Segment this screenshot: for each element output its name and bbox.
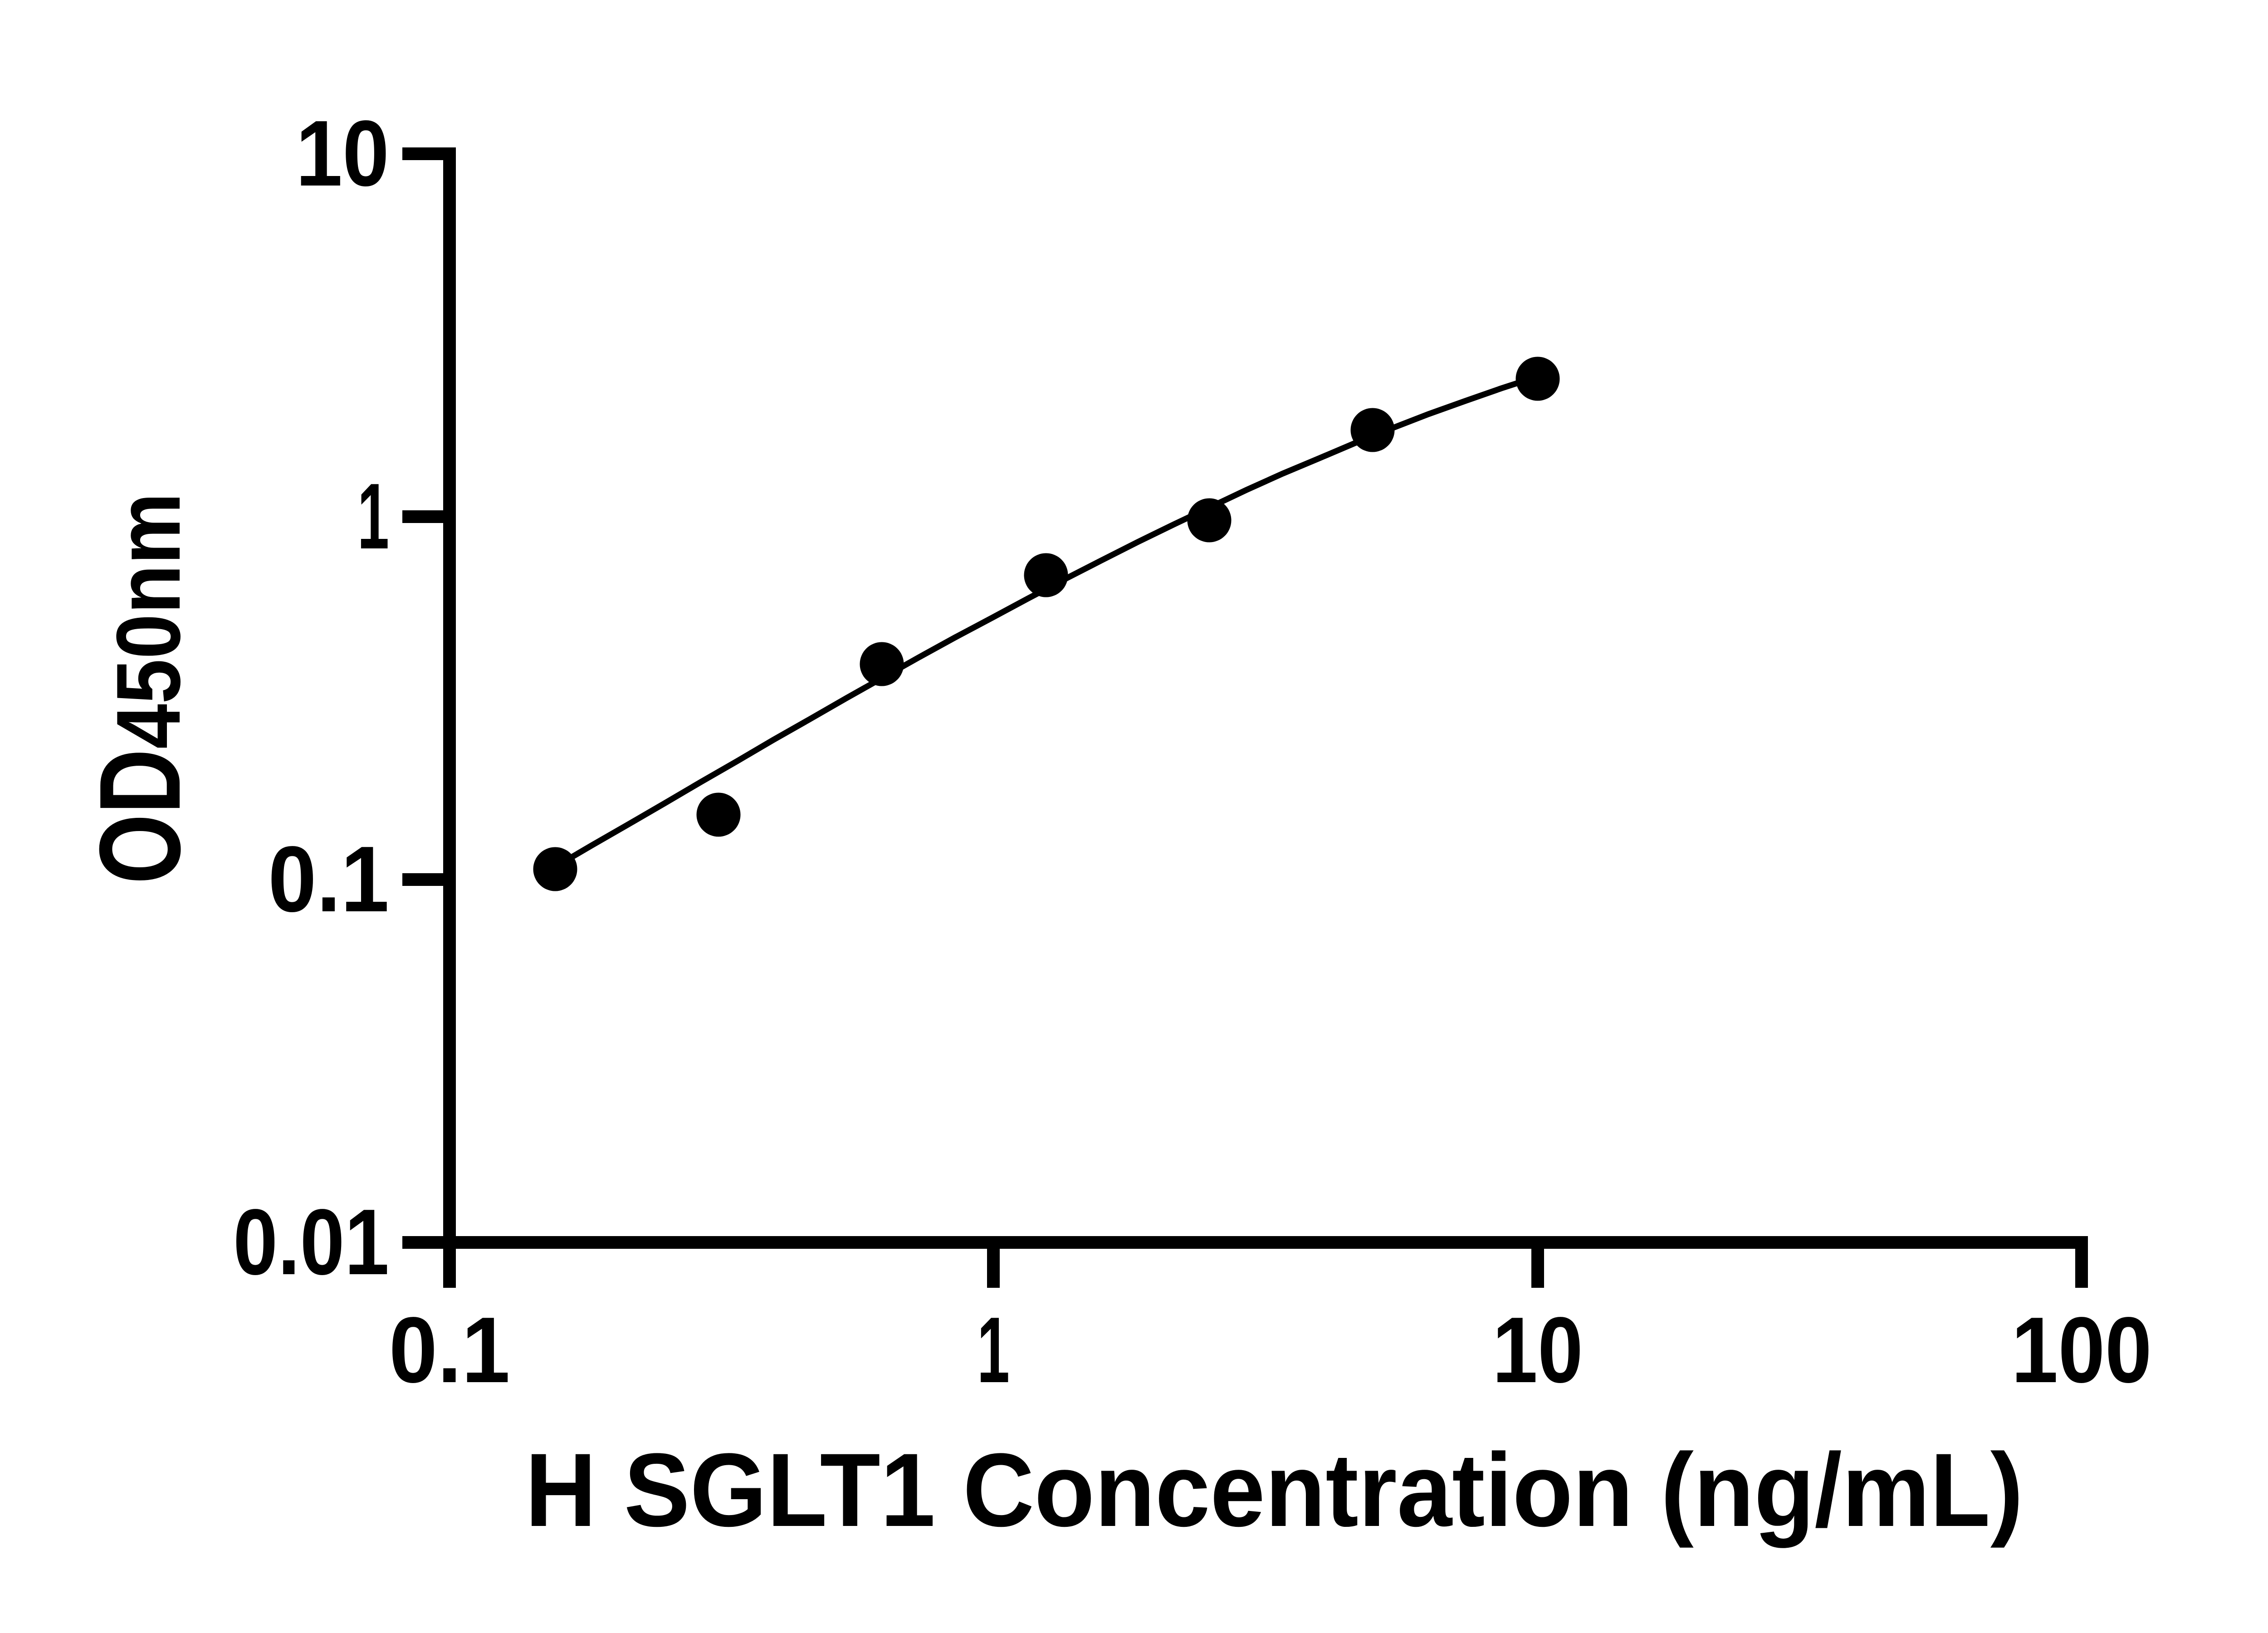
svg-text:0.1: 0.1 [389,1298,510,1402]
svg-text:10: 10 [1492,1298,1583,1402]
svg-text:0.1: 0.1 [268,827,389,931]
svg-text:H SGLT1 Concentration (ng/mL): H SGLT1 Concentration (ng/mL) [525,1432,2024,1548]
svg-text:450nm: 450nm [98,493,199,749]
svg-text:1: 1 [977,1298,1010,1402]
svg-text:10: 10 [296,101,389,205]
svg-text:OD: OD [75,749,204,884]
svg-text:1: 1 [357,464,389,568]
svg-text:100: 100 [2011,1298,2152,1402]
svg-text:0.01: 0.01 [233,1190,389,1294]
